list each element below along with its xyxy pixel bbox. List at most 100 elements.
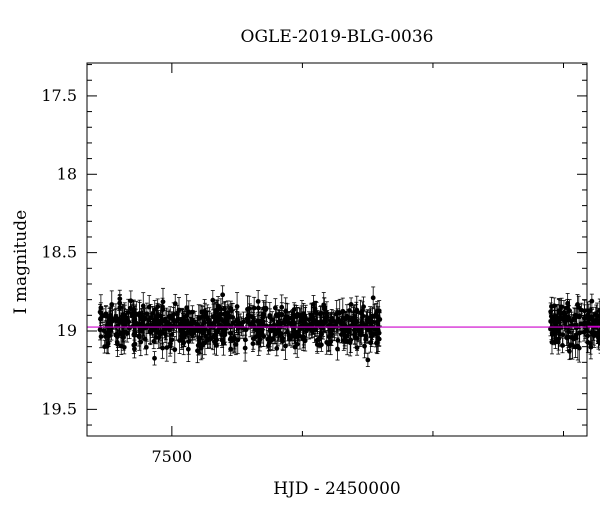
data-point — [210, 297, 216, 303]
data-point — [241, 319, 246, 325]
data-point — [105, 330, 111, 335]
data-point — [335, 337, 341, 343]
data-point — [265, 343, 271, 349]
data-point — [352, 335, 358, 341]
data-point — [341, 328, 347, 334]
data-point — [232, 335, 237, 341]
data-point — [328, 317, 334, 323]
data-point — [301, 311, 306, 317]
data-point — [368, 340, 373, 346]
data-point — [203, 333, 208, 339]
data-point — [280, 338, 286, 344]
data-point — [359, 320, 365, 326]
data-point — [358, 332, 364, 338]
data-point — [150, 322, 156, 328]
data-point — [595, 333, 600, 339]
data-point — [143, 344, 149, 350]
data-point — [257, 337, 263, 342]
data-point — [274, 346, 280, 351]
data-point — [575, 302, 580, 307]
y-tick-label: 18.5 — [41, 243, 77, 262]
data-point — [368, 320, 374, 326]
data-point — [153, 334, 159, 340]
data-point — [267, 313, 273, 318]
data-point — [184, 305, 190, 311]
data-point — [218, 311, 224, 317]
data-point — [318, 342, 324, 348]
data-point — [365, 327, 371, 333]
data-point — [152, 355, 157, 361]
data-point — [310, 318, 316, 324]
data-point — [198, 345, 204, 351]
data-point — [588, 344, 594, 350]
data-point — [275, 327, 281, 333]
data-point — [321, 306, 327, 312]
y-tick-label: 17.5 — [41, 86, 77, 105]
data-point — [131, 331, 137, 337]
data-point — [102, 344, 108, 350]
data-point — [164, 321, 170, 327]
data-point — [255, 299, 261, 304]
data-point — [132, 346, 137, 352]
chart-title: OGLE-2019-BLG-0036 — [241, 27, 434, 47]
y-axis-label: I magnitude — [11, 210, 31, 314]
data-point — [160, 299, 166, 305]
data-point — [350, 318, 356, 324]
data-point — [328, 328, 334, 334]
data-point — [272, 305, 278, 311]
data-point — [137, 328, 143, 333]
data-point — [229, 308, 234, 314]
data-point — [314, 342, 320, 347]
data-point — [370, 314, 375, 319]
data-point — [172, 319, 178, 325]
data-point — [242, 337, 248, 343]
data-point — [283, 343, 288, 349]
data-point — [100, 313, 106, 319]
y-tick-label: 18 — [57, 164, 77, 183]
data-point — [192, 320, 198, 326]
data-point — [118, 343, 124, 349]
data-point — [365, 357, 371, 363]
data-point — [375, 328, 381, 333]
data-point — [146, 304, 152, 310]
data-point — [363, 337, 369, 342]
data-point — [334, 311, 340, 317]
x-tick-label: 7500 — [151, 447, 192, 466]
data-point — [98, 305, 104, 311]
data-point — [324, 339, 330, 345]
data-point — [136, 334, 142, 339]
data-point — [261, 311, 266, 317]
data-point — [97, 327, 103, 333]
data-point — [581, 316, 587, 321]
data-point — [288, 315, 294, 321]
data-point — [195, 348, 200, 354]
data-point — [292, 344, 298, 350]
data-point — [247, 313, 253, 319]
data-point — [369, 333, 375, 339]
data-point — [234, 304, 240, 309]
data-point — [160, 345, 165, 351]
data-point — [335, 346, 340, 352]
data-point — [221, 340, 227, 346]
data-point — [250, 318, 256, 324]
data-point — [253, 334, 259, 340]
data-point — [124, 331, 130, 336]
data-point — [370, 295, 376, 301]
y-tick-label: 19.5 — [41, 399, 77, 418]
data-point — [214, 343, 219, 348]
data-point — [272, 331, 278, 337]
data-point — [133, 320, 139, 326]
data-point — [216, 315, 222, 321]
data-point — [172, 347, 178, 353]
data-point — [186, 339, 192, 344]
data-point — [372, 327, 378, 332]
data-point — [155, 318, 161, 324]
data-point — [313, 309, 319, 315]
data-point — [234, 318, 240, 324]
data-point — [181, 340, 187, 346]
data-point — [113, 314, 119, 319]
data-point — [230, 320, 236, 325]
data-point — [354, 345, 360, 351]
data-point — [278, 330, 284, 336]
